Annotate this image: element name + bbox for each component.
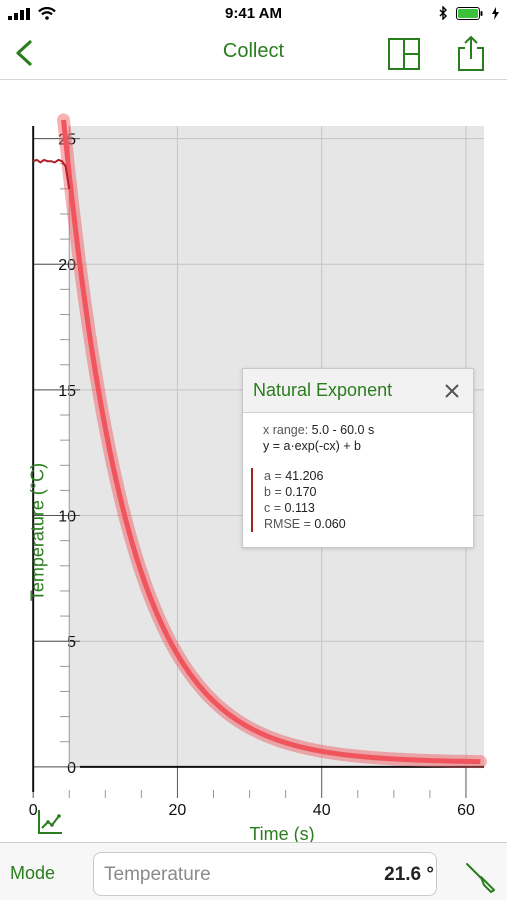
y-axis-title[interactable]: Temperature (°C): [27, 462, 48, 602]
curve-fit-body: x range: 5.0 - 60.0 s y = a·exp(-cx) + b…: [243, 413, 473, 532]
close-button[interactable]: [441, 380, 463, 402]
param-b: b = 0.170: [264, 484, 473, 500]
param-c-value: 0.113: [284, 501, 315, 515]
param-a-value: 41.206: [285, 469, 324, 483]
bluetooth-icon: [439, 5, 448, 25]
y-tick-label: 0: [67, 760, 76, 777]
meter-name: Temperature: [104, 864, 211, 885]
curve-fit-header: Natural Exponent: [243, 369, 473, 413]
x-range-value: 5.0 - 60.0 s: [311, 423, 375, 437]
param-equals: =: [303, 517, 315, 531]
param-rmse-name: RMSE: [264, 517, 301, 531]
charging-icon: [492, 6, 499, 25]
x-range-row: x range: 5.0 - 60.0 s: [263, 422, 473, 438]
fit-curve: [61, 119, 481, 765]
close-icon: [445, 384, 459, 398]
param-equals: =: [274, 469, 286, 483]
param-c-name: c: [264, 501, 271, 515]
sensor-meter[interactable]: Temperature 21.6 °: [93, 852, 437, 896]
status-bar: 9:41 AM: [0, 0, 507, 28]
wifi-icon: [38, 7, 56, 25]
status-left: [8, 7, 56, 25]
mode-button[interactable]: Mode: [10, 863, 56, 883]
battery-icon: [456, 6, 484, 25]
x-tick-label: 60: [457, 802, 475, 819]
param-a: a = 41.206: [264, 468, 473, 484]
x-range-label: x range:: [263, 423, 309, 437]
chevron-left-icon: [16, 40, 32, 66]
probe-button[interactable]: [463, 859, 497, 893]
param-b-name: b: [264, 485, 271, 499]
page-title: Collect: [222, 40, 285, 62]
param-equals: =: [273, 501, 285, 515]
graph-options-button[interactable]: [36, 808, 64, 836]
param-a-name: a: [264, 469, 271, 483]
bottom-bar: Mode Temperature 21.6 °: [0, 842, 507, 900]
curve-fit-panel: Natural Exponent x range: 5.0 - 60.0 s y…: [242, 368, 474, 548]
x-tick-label: 40: [313, 802, 331, 819]
nav-bar: Collect: [0, 28, 507, 80]
param-equals: =: [274, 485, 286, 499]
y-tick-label: 20: [58, 257, 76, 274]
fit-parameters: a = 41.206 b = 0.170 c = 0.113 RMSE = 0.…: [251, 468, 473, 532]
param-rmse-value: 0.060: [314, 517, 346, 531]
data-series-line: [32, 158, 71, 189]
share-button[interactable]: [455, 34, 487, 74]
x-axis-title[interactable]: Time (s): [249, 824, 315, 844]
layout-icon: [388, 38, 420, 70]
fit-equation: y = a·exp(-cx) + b: [263, 439, 361, 453]
y-tick-label: 5: [67, 634, 76, 651]
y-tick-label: 10: [58, 509, 76, 526]
status-right: [439, 5, 499, 25]
x-tick-label: 0: [29, 802, 38, 819]
signal-icon: [8, 7, 32, 25]
back-button[interactable]: [10, 36, 40, 70]
layout-button[interactable]: [386, 36, 422, 72]
curve-fit-title[interactable]: Natural Exponent: [253, 380, 393, 400]
param-c: c = 0.113: [264, 500, 473, 516]
status-time: 9:41 AM: [225, 5, 282, 22]
y-tick-label: 15: [58, 383, 76, 400]
x-tick-label: 20: [169, 802, 187, 819]
param-rmse: RMSE = 0.060: [264, 516, 473, 532]
param-b-value: 0.170: [285, 485, 317, 499]
share-icon: [458, 35, 484, 71]
meter-value: 21.6 °: [384, 864, 434, 885]
graph-options-icon: [38, 810, 62, 834]
temperature-probe-icon: [466, 863, 495, 893]
